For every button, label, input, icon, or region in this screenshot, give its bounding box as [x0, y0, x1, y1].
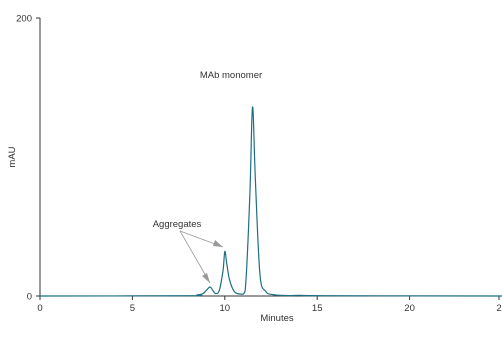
arrowhead-1	[213, 240, 223, 247]
x-tick-label: 0	[37, 303, 42, 314]
monomer-annotation: MAb monomer	[200, 70, 262, 81]
chromatogram-trace	[39, 106, 502, 297]
arrowhead-2	[202, 273, 210, 283]
x-tick-label: 5	[130, 303, 135, 314]
y-tick-label: 200	[16, 14, 32, 25]
y-tick-label: 0	[27, 292, 32, 303]
y-axis-title: mAU	[7, 146, 18, 167]
x-tick-label: 2	[496, 303, 501, 314]
x-tick-label: 10	[220, 303, 231, 314]
x-tick-label: 20	[404, 303, 415, 314]
x-axis-title: Minutes	[260, 313, 294, 324]
aggregates-annotation: Aggregates	[153, 219, 202, 230]
x-tick-label: 15	[312, 303, 323, 314]
